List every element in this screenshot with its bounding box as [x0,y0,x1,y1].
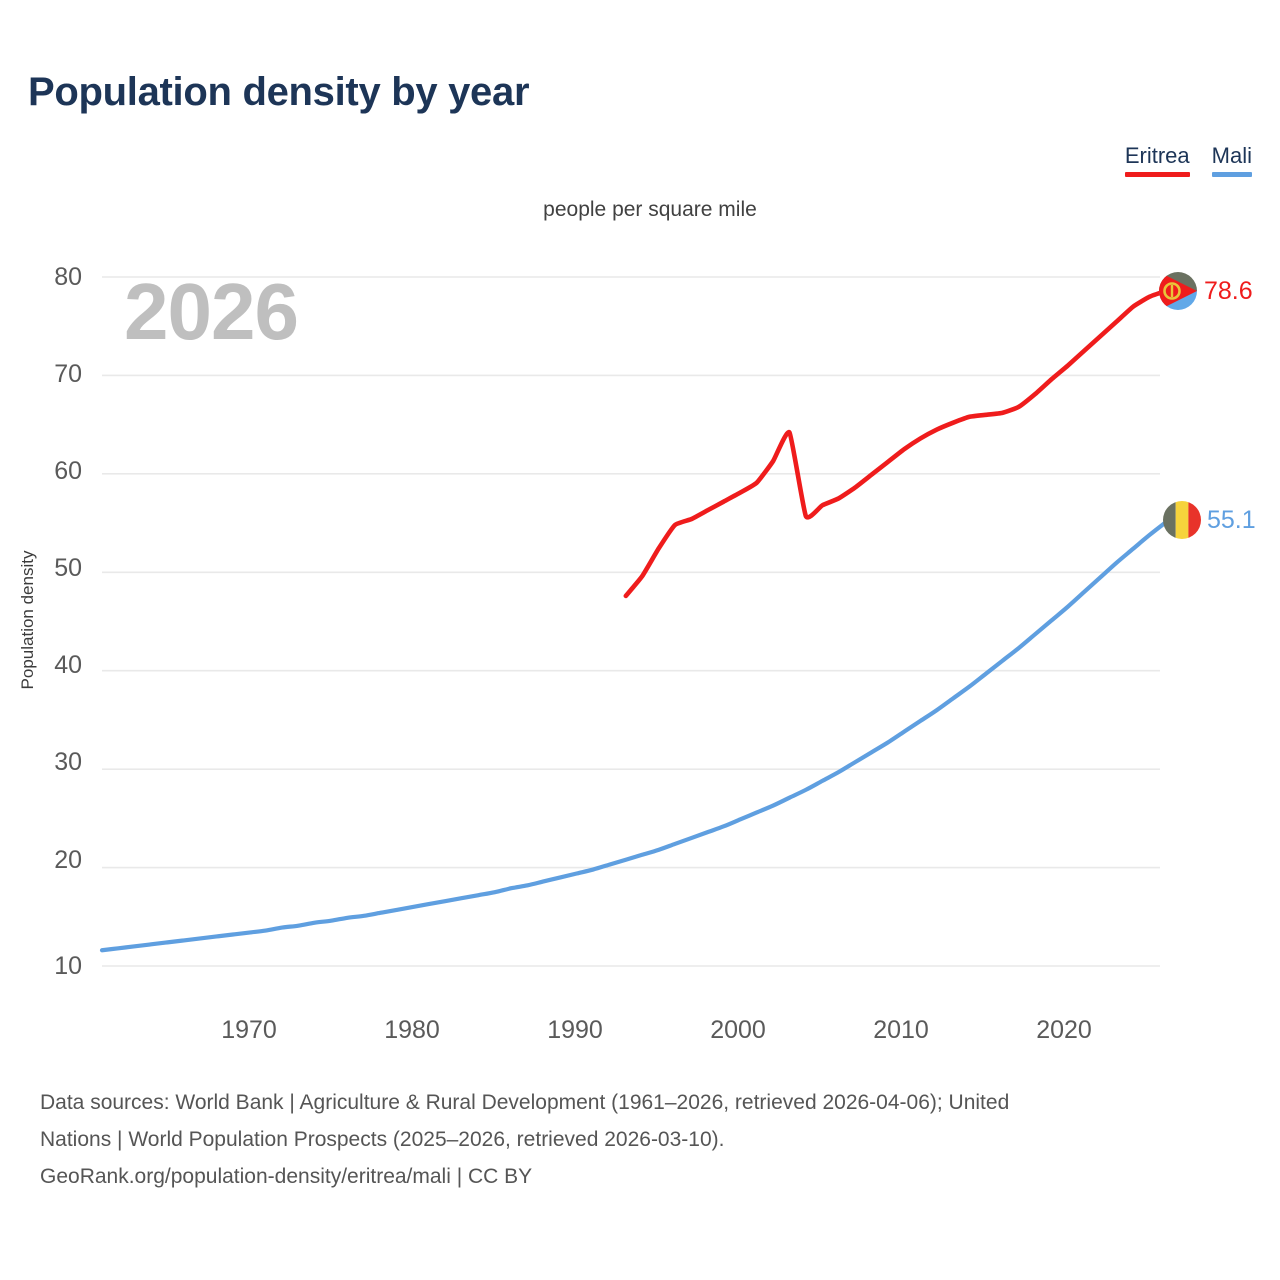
y-tick-30: 30 [54,748,82,776]
chart-subtitle: people per square mile [543,198,757,221]
x-tick-2020: 2020 [1036,1016,1092,1044]
x-tick-1980: 1980 [384,1016,440,1044]
footer: Data sources: World Bank | Agriculture &… [40,1084,1255,1195]
series-line-mali [99,519,1169,953]
y-tick-70: 70 [54,360,82,388]
year-watermark: 2026 [124,267,299,356]
footer-line-1: Data sources: World Bank | Agriculture &… [40,1091,1010,1114]
mali-flag-icon [1163,501,1201,539]
x-tick-1970: 1970 [221,1016,277,1044]
gridlines [102,276,1160,967]
legend: Eritrea Mali [1124,142,1252,177]
footer-line-2: Nations | World Population Prospects (20… [40,1128,725,1151]
y-tick-80: 80 [54,263,82,291]
legend-swatch-eritrea [1124,172,1190,177]
y-tick-40: 40 [54,651,82,679]
x-tick-1990: 1990 [547,1016,603,1044]
legend-label-mali: Mali [1211,143,1252,168]
y-tick-10: 10 [54,952,82,980]
legend-item-eritrea[interactable]: Eritrea [1124,142,1190,177]
y-tick-20: 20 [54,846,82,874]
legend-label-eritrea: Eritrea [1124,143,1190,168]
series-line-eritrea [623,288,1169,599]
end-label-eritrea: 78.6 [1204,277,1253,305]
eritrea-flag-icon [1159,272,1197,310]
x-tick-2000: 2000 [710,1016,766,1044]
y-axis-title: Population density [18,550,37,690]
page-title: Population density by year [28,70,530,114]
series-lines [99,288,1169,953]
end-label-mali: 55.1 [1207,506,1256,534]
y-tick-50: 50 [54,554,82,582]
legend-swatch-mali [1211,172,1252,177]
footer-line-3: GeoRank.org/population-density/eritrea/m… [40,1165,533,1188]
legend-item-mali[interactable]: Mali [1211,142,1252,177]
y-tick-60: 60 [54,457,82,485]
x-tick-2010: 2010 [873,1016,929,1044]
